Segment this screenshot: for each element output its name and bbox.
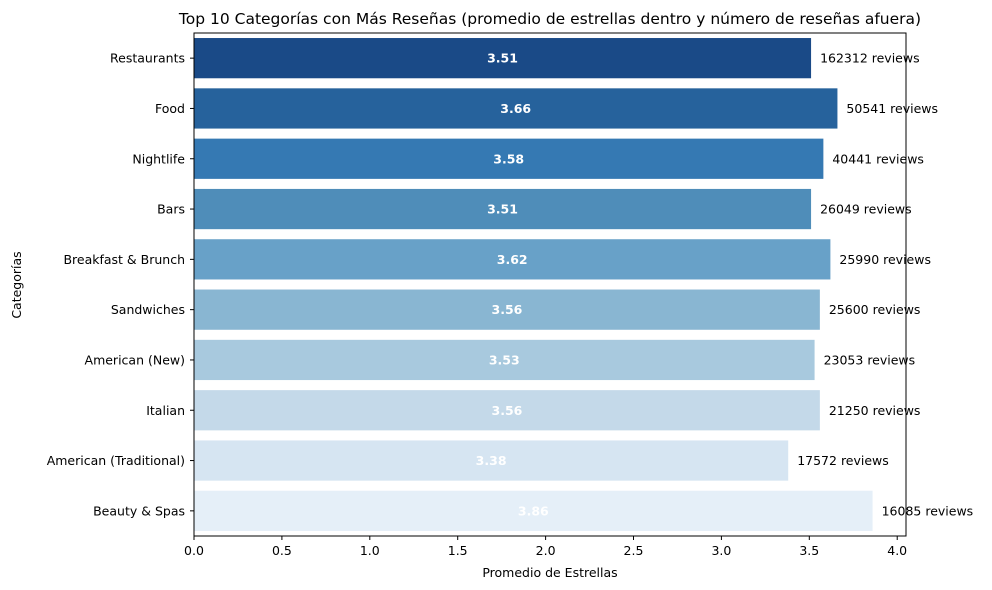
y-tick-label: Sandwiches [111, 302, 185, 317]
bar [194, 239, 831, 280]
bar-value-label: 3.56 [492, 302, 523, 317]
review-count-label: 21250 reviews [829, 403, 921, 418]
y-tick-label: American (Traditional) [47, 453, 185, 468]
bar-value-label: 3.58 [493, 151, 524, 166]
y-tick-label: Breakfast & Brunch [63, 252, 185, 267]
x-tick-label: 3.0 [711, 543, 731, 558]
x-axis-label: Promedio de Estrellas [482, 565, 617, 580]
review-count-label: 40441 reviews [832, 151, 924, 166]
bar-value-label: 3.51 [487, 51, 518, 66]
review-count-label: 16085 reviews [882, 503, 974, 518]
bar [194, 88, 838, 129]
bars-group: 3.51 162312 reviews 3.66 50541 reviews 3.58 4… [194, 38, 973, 531]
bar [194, 390, 820, 431]
bar-value-label: 3.66 [500, 101, 531, 116]
bar [194, 138, 824, 179]
review-count-label: 50541 reviews [846, 101, 938, 116]
review-count-label: 162312 reviews [820, 51, 920, 66]
bar-value-label: 3.62 [497, 252, 528, 267]
chart-title: Top 10 Categorías con Más Reseñas (prome… [178, 10, 921, 28]
x-tick-label: 4.0 [887, 543, 907, 558]
review-count-label: 17572 reviews [797, 453, 889, 468]
x-tick-label: 1.5 [448, 543, 468, 558]
y-tick-label: American (New) [85, 352, 185, 367]
bar [194, 339, 815, 381]
bar [194, 188, 812, 230]
bar [194, 289, 820, 330]
x-tick-label: 0.0 [184, 543, 204, 558]
review-count-label: 25990 reviews [839, 252, 931, 267]
x-tick-label: 2.0 [536, 543, 556, 558]
x-tick-label: 3.5 [799, 543, 819, 558]
y-tick-label: Restaurants [110, 51, 185, 66]
y-tick-label: Bars [157, 202, 185, 217]
bar [194, 38, 812, 79]
x-tick-label: 1.0 [360, 543, 380, 558]
bar-value-label: 3.51 [487, 202, 518, 217]
review-count-label: 25600 reviews [829, 302, 921, 317]
y-tick-label: Beauty & Spas [93, 503, 185, 518]
y-axis-label: Categorías [9, 251, 24, 318]
axes-group: Restaurants Food Nightlife Bars Breakfast & … [47, 32, 907, 558]
bar [194, 490, 873, 531]
plot-frame [193, 32, 907, 537]
bar-value-label: 3.53 [489, 352, 520, 367]
bar-value-label: 3.56 [492, 403, 523, 418]
y-tick-label: Nightlife [132, 151, 185, 166]
bar [194, 440, 789, 481]
y-tick-label: Italian [146, 403, 185, 418]
x-tick-label: 0.5 [272, 543, 292, 558]
bar-value-label: 3.38 [476, 453, 507, 468]
y-tick-label: Food [155, 101, 185, 116]
x-tick-label: 2.5 [624, 543, 644, 558]
bar-value-label: 3.86 [518, 503, 549, 518]
review-count-label: 23053 reviews [824, 352, 916, 367]
review-count-label: 26049 reviews [820, 202, 912, 217]
